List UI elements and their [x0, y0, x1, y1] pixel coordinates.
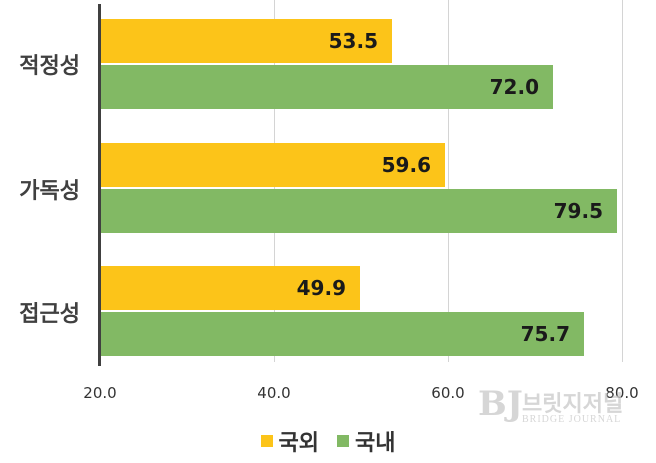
- x-tick-60: 60.0: [431, 384, 465, 402]
- category-label-0: 적정성: [19, 54, 80, 79]
- y-axis-line: [98, 4, 101, 366]
- bar-value-label: 75.7: [520, 322, 570, 346]
- watermark-korean: 브릿지저널: [522, 392, 624, 417]
- watermark-logo-icon: BJ: [478, 384, 523, 424]
- gridline-60: [448, 0, 449, 362]
- bar-domestic-0: 72.0: [101, 65, 553, 109]
- bar-value-label: 49.9: [296, 276, 346, 300]
- bar-domestic-2: 75.7: [101, 312, 584, 356]
- gridline-80: [622, 0, 623, 362]
- legend-item-domestic: 국내: [337, 425, 395, 457]
- bar-foreign-2: 49.9: [101, 266, 360, 310]
- x-tick-80: 80.0: [605, 384, 639, 402]
- legend-label-domestic: 국내: [355, 431, 396, 456]
- bar-foreign-0: 53.5: [101, 19, 392, 63]
- category-label-2: 접근성: [19, 302, 80, 327]
- category-label-1: 가독성: [19, 179, 80, 204]
- watermark-english: BRIDGE JOURNAL: [522, 414, 622, 425]
- x-tick-20: 20.0: [83, 384, 117, 402]
- legend-label-foreign: 국외: [278, 431, 319, 456]
- bar-value-label: 72.0: [489, 75, 539, 99]
- bar-domestic-1: 79.5: [101, 189, 617, 233]
- x-tick-40: 40.0: [257, 384, 291, 402]
- watermark: BJ 브릿지저널 BRIDGE JOURNAL: [478, 384, 623, 425]
- legend: 국외 국내: [0, 425, 656, 457]
- legend-item-foreign: 국외: [260, 425, 319, 457]
- legend-swatch-foreign-icon: [260, 435, 273, 447]
- bar-foreign-1: 59.6: [101, 143, 445, 187]
- bar-value-label: 53.5: [328, 29, 378, 53]
- bar-value-label: 59.6: [381, 153, 431, 177]
- legend-swatch-domestic-icon: [337, 435, 349, 447]
- bar-value-label: 79.5: [553, 199, 603, 223]
